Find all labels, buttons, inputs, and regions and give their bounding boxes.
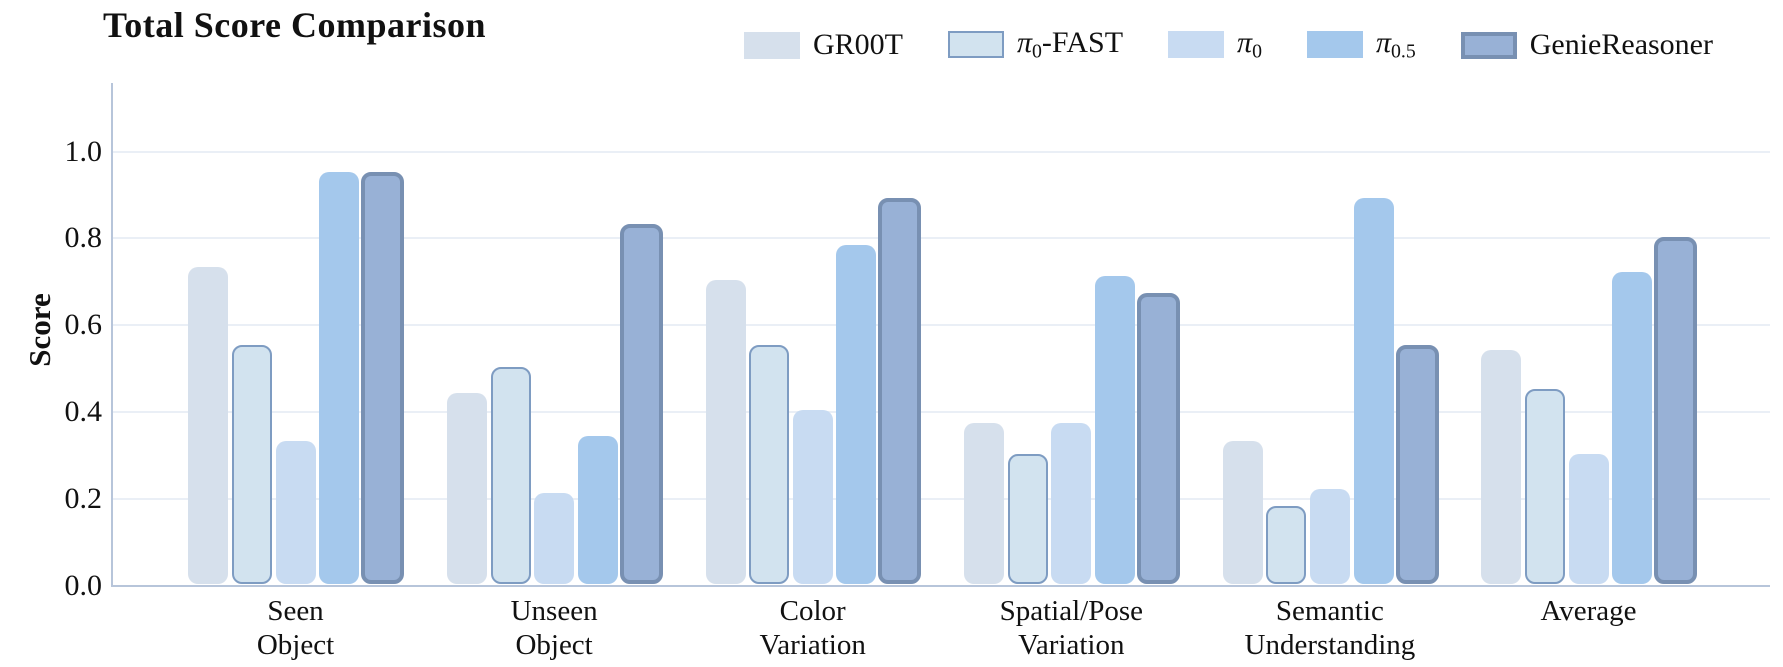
y-tick-label: 0.0 bbox=[64, 568, 103, 602]
bar-GR00T-category-2 bbox=[446, 393, 487, 584]
bar-pi0.5-category-2 bbox=[577, 436, 618, 584]
bar-pi0-FAST-category-4 bbox=[1007, 453, 1048, 584]
bar-pi0-category-6 bbox=[1568, 453, 1609, 584]
bar-GenieReasoner-category-6 bbox=[1654, 236, 1698, 584]
bar-pi0-FAST-category-5 bbox=[1266, 505, 1307, 584]
legend-item-pi0-FAST: π0-FAST bbox=[948, 25, 1124, 63]
y-tick-label: 0.8 bbox=[64, 221, 103, 255]
y-tick-label: 1.0 bbox=[64, 134, 103, 168]
legend: GR00T π0-FAST π0 π0.5 GenieReasoner bbox=[744, 26, 1713, 64]
bar-pi0.5-category-5 bbox=[1353, 197, 1394, 584]
x-tick-label: Seen Object bbox=[256, 595, 335, 661]
legend-label-pi0.5: π0.5 bbox=[1375, 25, 1416, 63]
bar-GR00T-category-1 bbox=[188, 267, 229, 584]
x-tick-label: Average bbox=[1540, 595, 1637, 627]
bar-pi0-FAST-category-3 bbox=[749, 345, 790, 584]
bar-GenieReasoner-category-1 bbox=[361, 171, 405, 584]
bar-pi0-category-5 bbox=[1309, 488, 1350, 584]
bar-GenieReasoner-category-2 bbox=[619, 223, 663, 584]
bar-pi0.5-category-4 bbox=[1094, 275, 1135, 584]
chart-title: Total Score Comparison bbox=[103, 5, 487, 45]
gridline-0.6 bbox=[113, 324, 1770, 327]
legend-label-GenieReasoner: GenieReasoner bbox=[1529, 28, 1713, 61]
bar-pi0-FAST-category-1 bbox=[231, 345, 272, 584]
bar-pi0-category-3 bbox=[792, 410, 833, 584]
bar-pi0-category-1 bbox=[275, 440, 316, 584]
y-tick-label: 0.6 bbox=[64, 308, 103, 342]
bar-pi0-category-2 bbox=[534, 492, 575, 584]
x-axis-spine bbox=[110, 585, 1770, 587]
bar-pi0.5-category-6 bbox=[1612, 271, 1653, 584]
bar-GR00T-category-3 bbox=[705, 280, 746, 584]
gridline-0.8 bbox=[113, 237, 1770, 240]
bar-GR00T-category-6 bbox=[1481, 349, 1522, 584]
bar-GenieReasoner-category-5 bbox=[1395, 345, 1439, 584]
x-tick-label: Color Variation bbox=[759, 595, 866, 661]
legend-item-GR00T: GR00T bbox=[744, 30, 903, 60]
bar-pi0.5-category-1 bbox=[319, 171, 360, 584]
x-tick-label: Semantic Understanding bbox=[1244, 595, 1416, 661]
gridline-0.2 bbox=[113, 497, 1770, 500]
bar-GR00T-category-4 bbox=[964, 423, 1005, 584]
legend-item-pi0: π0 bbox=[1168, 25, 1262, 63]
legend-label-pi0: π0 bbox=[1237, 25, 1262, 63]
bar-GenieReasoner-category-4 bbox=[1137, 293, 1180, 584]
bar-GR00T-category-5 bbox=[1222, 440, 1263, 584]
y-tick-label: 0.4 bbox=[64, 394, 103, 428]
bar-pi0.5-category-3 bbox=[836, 245, 877, 584]
x-tick-label: Unseen Object bbox=[510, 595, 598, 661]
legend-swatch-pi0 bbox=[1168, 31, 1225, 59]
legend-item-pi0.5: π0.5 bbox=[1306, 25, 1416, 63]
bar-pi0-FAST-category-2 bbox=[490, 367, 531, 584]
legend-swatch-pi0-FAST bbox=[948, 31, 1004, 59]
gridline-1.0 bbox=[113, 150, 1770, 153]
legend-swatch-GenieReasoner bbox=[1460, 31, 1517, 59]
gridline-0.4 bbox=[113, 410, 1770, 413]
x-tick-label: Spatial/Pose Variation bbox=[999, 595, 1143, 661]
legend-item-GenieReasoner: GenieReasoner bbox=[1460, 28, 1713, 61]
legend-label-GR00T: GR00T bbox=[813, 28, 903, 61]
bar-GenieReasoner-category-3 bbox=[878, 197, 922, 584]
legend-swatch-GR00T bbox=[744, 31, 800, 59]
bar-pi0-FAST-category-6 bbox=[1524, 388, 1565, 584]
y-tick-label: 0.2 bbox=[64, 481, 103, 515]
legend-swatch-pi0.5 bbox=[1306, 31, 1363, 59]
legend-label-pi0-FAST: π0-FAST bbox=[1017, 25, 1124, 63]
y-axis-spine bbox=[110, 83, 113, 587]
bar-pi0-category-4 bbox=[1051, 423, 1092, 584]
